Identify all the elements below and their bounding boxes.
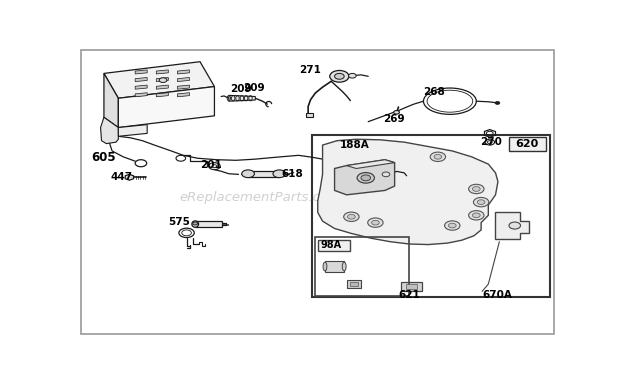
Circle shape: [273, 170, 286, 177]
Circle shape: [335, 73, 344, 79]
Text: 575: 575: [168, 217, 190, 227]
Polygon shape: [401, 282, 422, 291]
Text: 618: 618: [281, 169, 303, 179]
Circle shape: [495, 101, 500, 105]
Circle shape: [330, 70, 349, 82]
Text: 447: 447: [110, 172, 132, 182]
Circle shape: [509, 222, 521, 229]
Polygon shape: [104, 73, 118, 128]
Text: 98A: 98A: [320, 241, 341, 250]
Polygon shape: [135, 70, 147, 74]
Ellipse shape: [192, 221, 198, 227]
Polygon shape: [229, 95, 255, 101]
Polygon shape: [156, 85, 168, 89]
Text: 271: 271: [299, 65, 321, 75]
Text: 209: 209: [243, 83, 265, 93]
Polygon shape: [100, 117, 118, 144]
Circle shape: [477, 200, 485, 204]
Text: 621: 621: [398, 290, 420, 300]
Polygon shape: [125, 174, 133, 180]
Circle shape: [445, 221, 460, 230]
Text: 268: 268: [423, 87, 445, 97]
Text: 620: 620: [515, 139, 539, 149]
Polygon shape: [104, 62, 215, 98]
Bar: [312, 135, 550, 297]
Polygon shape: [135, 78, 147, 82]
Polygon shape: [135, 85, 147, 89]
Polygon shape: [195, 221, 222, 227]
Polygon shape: [156, 78, 168, 82]
Polygon shape: [405, 284, 417, 289]
Polygon shape: [135, 93, 147, 97]
Bar: [509, 138, 546, 151]
Circle shape: [361, 175, 371, 181]
Text: 209: 209: [230, 84, 252, 94]
Circle shape: [348, 214, 355, 219]
Polygon shape: [118, 87, 215, 128]
Circle shape: [474, 198, 489, 207]
Circle shape: [485, 139, 495, 145]
Text: 670A: 670A: [482, 290, 512, 300]
Circle shape: [472, 187, 480, 191]
Circle shape: [371, 220, 379, 225]
Circle shape: [357, 173, 374, 183]
Circle shape: [159, 78, 167, 82]
Circle shape: [430, 152, 446, 162]
Polygon shape: [118, 125, 147, 136]
Text: 269: 269: [384, 114, 405, 124]
Polygon shape: [325, 261, 344, 272]
Circle shape: [193, 222, 198, 225]
Polygon shape: [177, 78, 190, 82]
Polygon shape: [248, 171, 279, 177]
Circle shape: [448, 223, 456, 228]
Circle shape: [242, 170, 254, 177]
Text: 270: 270: [480, 136, 502, 147]
Circle shape: [472, 213, 480, 218]
Polygon shape: [347, 160, 394, 168]
Polygon shape: [306, 113, 313, 117]
Ellipse shape: [342, 262, 346, 271]
Polygon shape: [156, 70, 168, 74]
Circle shape: [469, 184, 484, 194]
Polygon shape: [177, 70, 190, 74]
Text: 605: 605: [91, 151, 115, 164]
Polygon shape: [177, 93, 190, 97]
Circle shape: [348, 73, 356, 78]
Circle shape: [368, 218, 383, 227]
Polygon shape: [317, 139, 498, 245]
Polygon shape: [156, 93, 168, 97]
Text: 201: 201: [200, 160, 222, 170]
Text: 188A: 188A: [339, 140, 369, 150]
Bar: [317, 240, 350, 251]
Polygon shape: [495, 212, 529, 239]
Circle shape: [434, 154, 441, 159]
Circle shape: [209, 163, 220, 169]
Polygon shape: [335, 160, 394, 195]
Circle shape: [469, 211, 484, 220]
Bar: [316, 237, 409, 296]
Text: eReplacementParts.com: eReplacementParts.com: [179, 191, 341, 204]
Circle shape: [382, 172, 390, 177]
Circle shape: [343, 212, 359, 222]
Polygon shape: [350, 282, 358, 287]
Circle shape: [394, 111, 399, 114]
Polygon shape: [177, 85, 190, 89]
Polygon shape: [347, 280, 361, 288]
Ellipse shape: [323, 262, 327, 271]
